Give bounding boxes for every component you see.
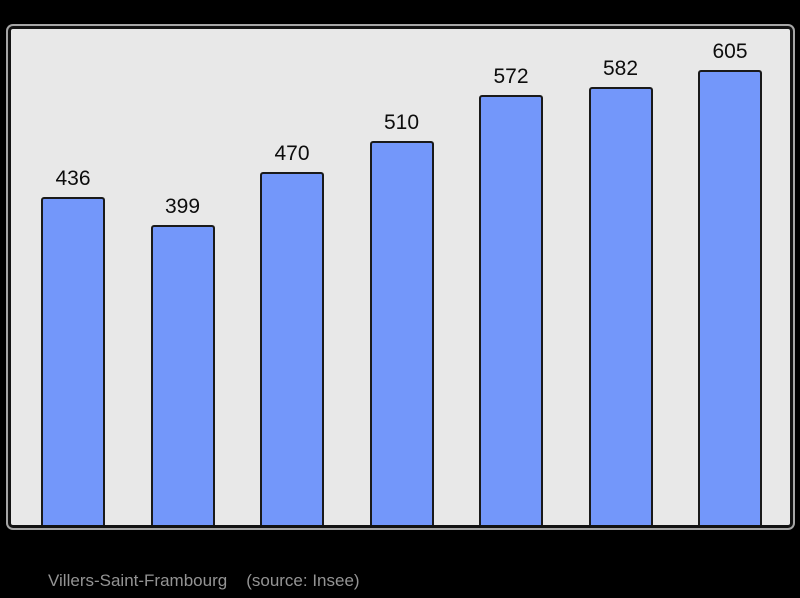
- bar: [260, 172, 324, 525]
- chart-panel: 436 399 470 510 572 582 605: [8, 26, 793, 528]
- caption-commune-name: Villers-Saint-Frambourg: [48, 571, 228, 590]
- bar: [479, 95, 543, 525]
- bar-value-label: 510: [383, 110, 420, 134]
- bar: [41, 197, 105, 525]
- bar-group: 470: [260, 142, 324, 525]
- chart-caption: Villers-Saint-Frambourg (source: Insee): [48, 571, 360, 591]
- bar: [698, 70, 762, 525]
- bar-group: 572: [479, 65, 543, 525]
- bar: [150, 225, 215, 525]
- bars-area: 436 399 470 510 572 582 605: [11, 29, 790, 525]
- bar: [369, 141, 434, 525]
- bar-value-label: 572: [493, 64, 529, 88]
- bar-group: 436: [41, 167, 105, 525]
- bar-value-label: 470: [274, 141, 310, 165]
- bar-value-label: 582: [602, 56, 639, 80]
- bar-value-label: 605: [712, 39, 748, 63]
- bar-group: 510: [369, 110, 434, 525]
- caption-source: (source: Insee): [246, 571, 360, 590]
- bar: [588, 87, 653, 525]
- bar-value-label: 399: [164, 194, 201, 218]
- bar-group: 399: [150, 194, 215, 525]
- bar-value-label: 436: [55, 166, 91, 190]
- bar-group: 605: [698, 40, 762, 525]
- bar-group: 582: [588, 56, 653, 525]
